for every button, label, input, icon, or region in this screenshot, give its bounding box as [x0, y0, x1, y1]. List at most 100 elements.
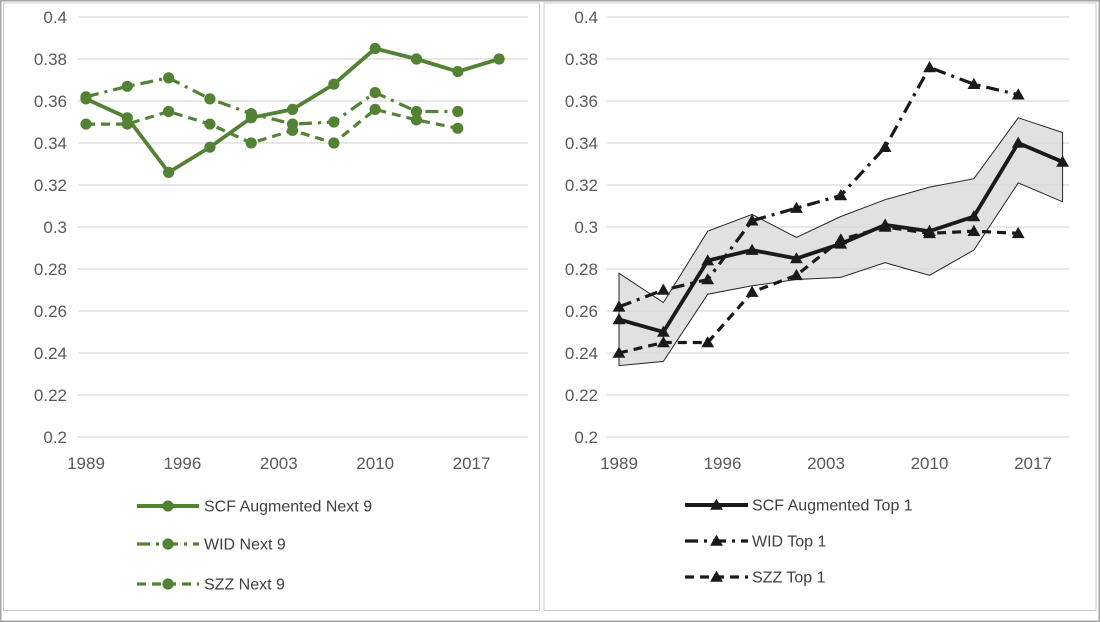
- series-scf-augmented-top-1-marker: [967, 210, 981, 222]
- x-tick-label: 2003: [807, 454, 845, 473]
- y-tick-label: 0.32: [565, 176, 598, 195]
- y-tick-label: 0.38: [34, 50, 67, 69]
- series-szz-next-9-marker: [452, 122, 464, 134]
- series-szz-top-1-marker: [656, 336, 670, 348]
- series-wid-top-1-marker: [612, 300, 626, 312]
- series-wid-top-1-marker: [790, 201, 803, 213]
- legend-label-scf-augmented-top-1: SCF Augmented Top 1: [752, 498, 913, 515]
- series-wid-top-1-marker: [745, 214, 759, 226]
- series-szz-top-1-marker: [790, 268, 803, 281]
- y-tick-label: 0.34: [34, 134, 67, 153]
- y-tick-label: 0.3: [43, 218, 67, 237]
- legend-item-scf-augmented-top-1: SCF Augmented Top 1: [685, 498, 913, 515]
- y-tick-label: 0.36: [565, 92, 598, 111]
- next9-chart: 0.4 0.38 0.36 0.34 0.32 0.3 0.28 0.26 0.24 0.22 0.…: [34, 8, 528, 594]
- legend-label-szz-next-9: SZZ Next 9: [204, 577, 285, 594]
- legend-item-scf-augmented-next-9: SCF Augmented Next 9: [137, 499, 372, 516]
- series-wid-top-1-marker: [878, 140, 892, 152]
- legend-item-wid-next-9: WID Next 9: [137, 537, 286, 554]
- series-szz-top-1-line: [618, 225, 1019, 355]
- x-tick-label: 1996: [704, 454, 742, 473]
- series-scf-augmented-top-1-marker: [790, 252, 803, 264]
- series-szz-next-9-line: [86, 107, 459, 145]
- series-szz-next-9-marker: [286, 124, 299, 136]
- series-wid-top-1-marker: [834, 189, 848, 201]
- legend-marker-scf-augmented-next-9: [162, 500, 174, 512]
- y-tick-label: 0.26: [34, 302, 67, 321]
- y-tick-label: 0.28: [565, 260, 598, 279]
- y-tick-label: 0.38: [565, 50, 598, 69]
- series-scf-augmented-next-9-marker: [163, 166, 175, 178]
- series-scf-augmented-top-1-marker: [612, 313, 626, 325]
- series-wid-top-1-marker: [967, 77, 981, 89]
- series-wid-next-9-marker: [452, 105, 464, 118]
- series-wid-top-1-marker: [701, 273, 715, 285]
- series-scf-augmented-next-9-marker: [493, 53, 505, 65]
- x-tick-label: 2010: [356, 454, 394, 473]
- series-scf-augmented-next-9-marker: [286, 103, 299, 115]
- x-tick-label: 2003: [260, 454, 298, 473]
- series-wid-next-9-marker: [410, 105, 423, 118]
- x-tick-label: 1996: [163, 454, 201, 473]
- series-wid-next-9-marker: [328, 116, 340, 128]
- y-tick-label: 0.24: [565, 344, 598, 363]
- series-szz-next-9-marker: [245, 137, 257, 149]
- series-scf-augmented-top-1-marker: [1056, 155, 1069, 167]
- series-szz-top-1-marker: [612, 346, 626, 358]
- y-tick-label: 0.4: [574, 8, 598, 27]
- y-tick-label: 0.2: [574, 428, 598, 447]
- series-wid-next-9-marker: [163, 72, 175, 84]
- series-szz-next-9-marker: [163, 105, 175, 118]
- x-tick-label: 2017: [1014, 454, 1052, 473]
- series-scf-augmented-next-9-marker: [369, 42, 381, 55]
- series-scf-augmented-top-1-marker: [656, 325, 670, 337]
- legend-marker-scf-augmented-top-1: [710, 498, 723, 510]
- series-szz-top-1-marker: [701, 336, 715, 348]
- legend-label-wid-next-9: WID Next 9: [204, 537, 286, 554]
- series-szz-top-1-marker: [967, 224, 981, 236]
- y-tick-label: 0.3: [574, 218, 598, 237]
- y-tick-label: 0.32: [34, 176, 67, 195]
- y-tick-label: 0.36: [34, 92, 67, 111]
- legend-marker-szz-next-9: [162, 578, 174, 590]
- legend-item-szz-next-9: SZZ Next 9: [137, 577, 285, 594]
- series-wid-next-9-marker: [369, 87, 381, 99]
- x-tick-label: 2017: [453, 454, 491, 473]
- x-tick-label: 1989: [67, 454, 105, 473]
- series-wid-top-1-marker: [1011, 88, 1025, 100]
- series-szz-top-1-marker: [745, 285, 759, 297]
- legend-label-wid-top-1: WID Top 1: [752, 534, 827, 551]
- series-scf-augmented-top-1-marker: [701, 254, 715, 266]
- series-wid-next-9-line: [85, 76, 458, 126]
- y-tick-label: 0.2: [43, 428, 67, 447]
- series-szz-top-1-marker: [923, 226, 936, 239]
- series-wid-top-1-line: [618, 65, 1019, 309]
- x-tick-label: 2010: [911, 454, 949, 473]
- series-wid-top-1-marker: [656, 283, 670, 295]
- series-szz-next-9-marker: [410, 114, 423, 126]
- series-szz-next-9-marker: [328, 137, 340, 149]
- series-szz-next-9-marker: [204, 118, 216, 130]
- legend-marker-szz-top-1: [710, 570, 723, 582]
- y-tick-label: 0.28: [34, 260, 67, 279]
- series-scf-augmented-next-9-marker: [204, 141, 216, 153]
- series-wid-top-1-marker: [923, 61, 936, 73]
- top1-chart: 0.4 0.38 0.36 0.34 0.32 0.3 0.28 0.26 0.24 0.22 0.…: [565, 8, 1069, 587]
- y-tick-label: 0.24: [34, 344, 67, 363]
- y-tick-label: 0.26: [565, 302, 598, 321]
- series-szz-next-9-marker: [369, 103, 381, 115]
- legend-marker-wid-next-9: [162, 538, 174, 550]
- legend-item-szz-top-1: SZZ Top 1: [685, 570, 826, 587]
- series-wid-next-9-marker: [245, 108, 257, 120]
- series-scf-augmented-next-9-marker: [410, 53, 423, 65]
- legend-label-scf-augmented-next-9: SCF Augmented Next 9: [204, 499, 372, 516]
- y-tick-label: 0.22: [34, 386, 67, 405]
- series-wid-next-9-marker: [121, 80, 133, 92]
- series-szz-top-1-marker: [878, 220, 892, 232]
- series-szz-top-1-marker: [1011, 226, 1025, 239]
- y-tick-label: 0.22: [565, 386, 598, 405]
- next9-chart-panel: [3, 2, 540, 611]
